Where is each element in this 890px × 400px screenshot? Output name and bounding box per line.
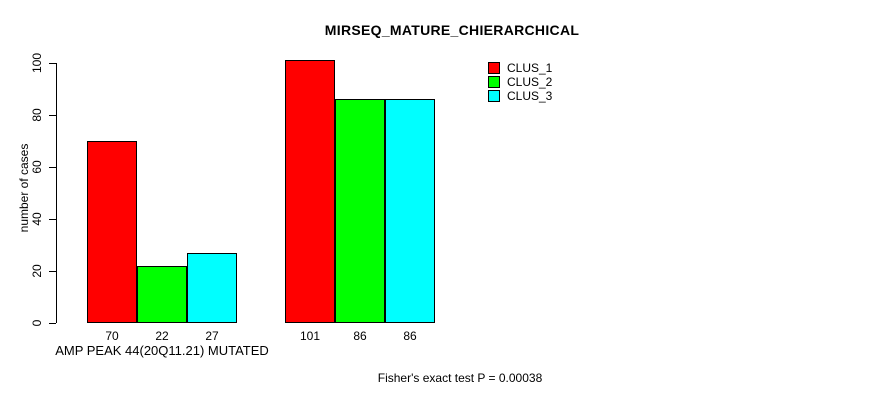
y-tick bbox=[49, 115, 56, 116]
y-tick bbox=[49, 271, 56, 272]
bar bbox=[285, 60, 335, 323]
legend-item: CLUS_3 bbox=[488, 90, 552, 102]
y-tick bbox=[49, 323, 56, 324]
bar bbox=[187, 252, 237, 323]
legend-item: CLUS_1 bbox=[488, 62, 552, 74]
bar-value-label: 86 bbox=[353, 329, 367, 343]
bar bbox=[385, 99, 435, 323]
legend-swatch bbox=[488, 90, 500, 102]
y-tick-label: 0 bbox=[30, 319, 44, 327]
y-tick-label: 40 bbox=[30, 212, 44, 226]
legend-label: CLUS_2 bbox=[507, 75, 553, 89]
legend-label: CLUS_1 bbox=[507, 61, 553, 75]
bar bbox=[137, 265, 187, 323]
x-axis-group-label: AMP PEAK 44(20Q11.21) MUTATED bbox=[55, 343, 269, 358]
footnote-pvalue: Fisher's exact test P = 0.00038 bbox=[377, 371, 543, 385]
y-axis-line bbox=[56, 63, 57, 323]
y-tick-label: 80 bbox=[30, 108, 44, 122]
bar-value-label: 70 bbox=[105, 329, 119, 343]
legend-label: CLUS_3 bbox=[507, 89, 553, 103]
bar bbox=[335, 99, 385, 323]
legend: CLUS_1 CLUS_2 CLUS_3 bbox=[488, 62, 552, 102]
bar-value-label: 101 bbox=[299, 329, 321, 343]
y-tick-label: 60 bbox=[30, 160, 44, 174]
bar-value-label: 27 bbox=[205, 329, 219, 343]
legend-swatch bbox=[488, 62, 500, 74]
chart-title: MIRSEQ_MATURE_CHIERARCHICAL bbox=[324, 22, 580, 38]
y-axis-label: number of cases bbox=[17, 143, 31, 233]
bar-value-label: 22 bbox=[155, 329, 169, 343]
y-tick-label: 100 bbox=[30, 52, 44, 74]
y-tick bbox=[49, 63, 56, 64]
legend-swatch bbox=[488, 76, 500, 88]
y-tick bbox=[49, 219, 56, 220]
bar-value-label: 86 bbox=[403, 329, 417, 343]
legend-item: CLUS_2 bbox=[488, 76, 552, 88]
y-tick-label: 20 bbox=[30, 264, 44, 278]
bar bbox=[87, 141, 137, 323]
y-tick bbox=[49, 167, 56, 168]
